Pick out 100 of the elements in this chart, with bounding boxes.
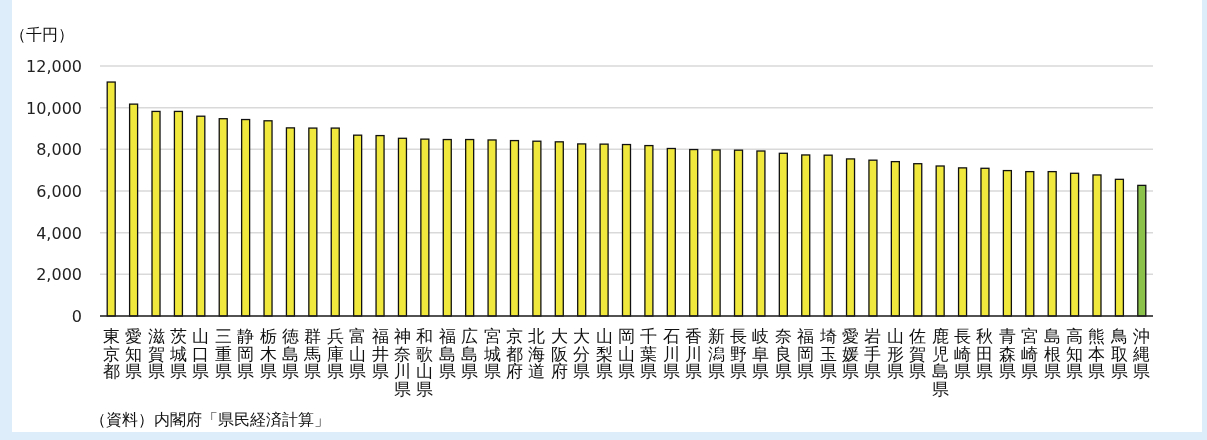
x-tick-label: 熊本県: [1088, 327, 1106, 381]
bar: [733, 149, 744, 317]
bar: [778, 152, 788, 317]
x-tick-label: 宮崎県: [1021, 327, 1039, 381]
bar: [756, 150, 766, 317]
x-tick-label: 青森県: [998, 327, 1016, 381]
bar: [308, 127, 318, 317]
bar: [196, 115, 206, 317]
bar: [1025, 170, 1035, 317]
x-tick-label: 徳島県: [281, 327, 299, 381]
bar: [554, 141, 564, 317]
bar: [263, 120, 273, 317]
bar: [689, 148, 699, 317]
x-tick-label: 島根県: [1043, 327, 1061, 381]
x-tick-label: 鳥取県: [1109, 327, 1128, 381]
bar: [1137, 184, 1147, 317]
y-tick-label: 0: [71, 307, 82, 326]
bar: [621, 143, 632, 317]
bar: [1069, 172, 1080, 317]
x-tick-label: 群馬県: [303, 327, 322, 381]
bar: [420, 138, 430, 317]
x-tick-label: 石川県: [662, 327, 680, 381]
x-tick-label: 福井県: [371, 327, 389, 381]
bar: [1114, 178, 1125, 317]
bar: [106, 81, 116, 317]
y-tick-label: 4,000: [36, 223, 82, 243]
x-tick-label: 長野県: [730, 327, 748, 381]
bar: [935, 165, 945, 317]
y-tick-label: 12,000: [26, 57, 82, 76]
x-tick-label: 愛知県: [125, 327, 143, 381]
x-tick-label: 山口県: [192, 327, 210, 381]
y-tick-label: 10,000: [26, 98, 82, 118]
x-tick-label: 京都府: [505, 327, 523, 381]
bar: [330, 127, 340, 317]
x-tick-label: 奈良県: [774, 327, 792, 381]
bar: [285, 127, 296, 317]
bar: [353, 134, 363, 317]
y-tick-label: 6,000: [36, 182, 82, 201]
x-tick-label: 沖縄県: [1132, 327, 1151, 381]
x-tick-label: 北海道: [528, 327, 546, 381]
bar: [240, 118, 251, 317]
bar: [845, 158, 856, 317]
bar: [151, 110, 161, 317]
x-tick-label: 高知県: [1066, 327, 1084, 381]
bar: [599, 143, 609, 317]
x-tick-label: 静岡県: [237, 327, 255, 381]
bar: [1047, 170, 1057, 317]
y-axis-title: （千円）: [10, 25, 74, 44]
x-tick-label: 愛媛県: [842, 327, 860, 381]
x-tick-label: 神奈川県: [393, 327, 411, 399]
x-tick-label: 栃木県: [259, 327, 277, 381]
bar: [509, 139, 520, 317]
x-tick-label: 千葉県: [640, 327, 658, 381]
x-tick-label: 大阪府: [550, 327, 568, 381]
bar: [397, 137, 408, 317]
x-tick-label: 広島県: [461, 327, 479, 381]
bar: [465, 138, 475, 317]
x-tick-label: 和歌山県: [416, 327, 434, 399]
bar: [644, 144, 654, 317]
x-tick-label: 宮城県: [482, 327, 501, 381]
bar: [442, 138, 452, 317]
bar: [711, 149, 721, 317]
x-tick-label: 新潟県: [707, 327, 725, 381]
x-tick-label: 岐阜県: [752, 327, 770, 381]
bar: [823, 154, 833, 317]
x-tick-label: 福島県: [438, 327, 456, 381]
x-tick-label: 佐賀県: [909, 327, 927, 381]
bar: [868, 159, 878, 317]
x-tick-label: 岩手県: [864, 327, 882, 381]
x-tick-label: 富山県: [349, 327, 367, 381]
bar: [1002, 169, 1013, 317]
bar: [173, 110, 184, 317]
bar: [487, 139, 497, 317]
y-tick-label: 2,000: [36, 265, 82, 285]
x-tick-label: 香川県: [685, 327, 703, 381]
x-tick-label: 山形県: [886, 327, 904, 381]
x-tick-label: 滋賀県: [147, 327, 165, 381]
bar: [577, 143, 587, 317]
bar: [957, 167, 968, 317]
x-tick-label: 三重県: [214, 327, 232, 381]
bar: [1092, 174, 1102, 317]
bar: [218, 118, 228, 317]
x-tick-label: 秋田県: [976, 327, 994, 381]
y-tick-label: 8,000: [36, 140, 82, 160]
bar: [666, 147, 676, 317]
x-tick-label: 長崎県: [954, 327, 972, 381]
x-tick-label: 兵庫県: [326, 327, 344, 381]
bar: [375, 134, 385, 317]
bar: [801, 154, 811, 317]
x-tick-label: 大分県: [573, 327, 591, 381]
x-tick-label: 鹿児島県: [931, 327, 949, 399]
x-tick-label: 福岡県: [797, 327, 815, 381]
x-tick-label: 山梨県: [595, 327, 613, 381]
text: （資料）内閣府「県民経済計算」: [90, 410, 330, 429]
bar: [532, 140, 542, 317]
bar: [890, 160, 900, 317]
x-tick-label: 茨城県: [168, 327, 187, 381]
x-tick-label: 東京都: [102, 327, 120, 381]
bar: [913, 163, 923, 317]
bar: [980, 167, 990, 317]
